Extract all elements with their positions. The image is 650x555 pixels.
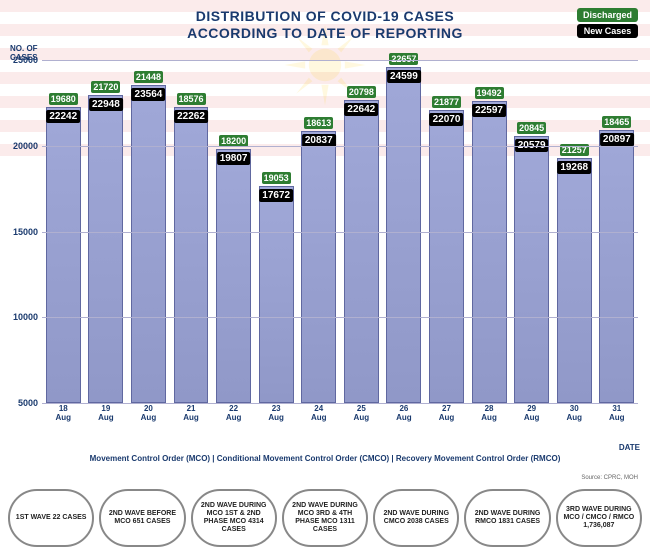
x-tick-label: 19Aug — [85, 405, 128, 425]
newcases-label: 23564 — [132, 88, 166, 101]
bar-wrap: 2125719268 — [553, 144, 596, 403]
chart-title: DISTRIBUTION OF COVID-19 CASESACCORDING … — [0, 0, 650, 44]
bar-wrap: 20845 20579 — [510, 122, 553, 403]
bar: 17672 — [259, 186, 294, 403]
bar: 20897 — [599, 130, 634, 403]
bar-wrap: 21448 23564 — [127, 71, 170, 403]
x-tick-label: 27Aug — [425, 405, 468, 425]
x-tick-label: 22Aug — [212, 405, 255, 425]
y-tick-label: 10000 — [6, 312, 38, 322]
grid-line — [42, 232, 638, 233]
grid-line — [42, 146, 638, 147]
discharged-label: 21720 — [91, 81, 120, 93]
wave-pill: 2ND WAVE DURING RMCO 1831 CASES — [464, 489, 550, 547]
y-tick-label: 15000 — [6, 227, 38, 237]
bar: 19807 — [216, 149, 251, 403]
bar: 23564 — [131, 85, 166, 403]
x-tick-label: 28Aug — [468, 405, 511, 425]
mco-legend-line: Movement Control Order (MCO) | Condition… — [0, 450, 650, 467]
discharged-label: 20798 — [347, 86, 376, 98]
wave-pill: 2ND WAVE DURING MCO 1ST & 2ND PHASE MCO … — [191, 489, 277, 547]
bar: 22262 — [174, 107, 209, 403]
discharged-label: 19680 — [49, 93, 78, 105]
chart-container: DISTRIBUTION OF COVID-19 CASESACCORDING … — [0, 0, 650, 555]
legend: Discharged New Cases — [577, 8, 638, 40]
discharged-label: 19053 — [262, 172, 291, 184]
newcases-label: 17672 — [259, 189, 293, 202]
newcases-label: 22597 — [472, 104, 506, 117]
newcases-label: 24599 — [387, 70, 421, 83]
bar: 24599 — [386, 67, 421, 403]
discharged-label: 21877 — [432, 96, 461, 108]
bar: 22948 — [88, 95, 123, 403]
bar-wrap: 19053 17672 — [255, 172, 298, 403]
discharged-label: 21448 — [134, 71, 163, 83]
x-tick-label: 29Aug — [510, 405, 553, 425]
x-labels: 18Aug19Aug20Aug21Aug22Aug23Aug24Aug25Aug… — [42, 405, 638, 425]
wave-summary-row: 1ST WAVE 22 CASES2ND WAVE BEFORE MCO 651… — [8, 489, 642, 547]
chart-area: 19680 22242 21720 22948 21448 23564 18576 22262… — [42, 60, 638, 425]
bar-wrap: 18465 20897 — [596, 116, 639, 403]
newcases-label: 22070 — [430, 113, 464, 126]
newcases-label: 22948 — [89, 98, 123, 111]
bar-wrap: 22657 24599 — [383, 53, 426, 403]
source-text: Source: CPRC, MOH — [581, 475, 638, 481]
bar-wrap: 19492 22597 — [468, 87, 511, 403]
bar: 22070 — [429, 110, 464, 403]
newcases-label: 19268 — [557, 161, 591, 174]
x-tick-label: 18Aug — [42, 405, 85, 425]
x-tick-label: 30Aug — [553, 405, 596, 425]
bar-wrap: 19680 22242 — [42, 93, 85, 403]
bar: 20837 — [301, 131, 336, 403]
wave-pill: 1ST WAVE 22 CASES — [8, 489, 94, 547]
y-tick-label: 20000 — [6, 141, 38, 151]
wave-pill: 3RD WAVE DURING MCO / CMCO / RMCO 1,736,… — [556, 489, 642, 547]
x-tick-label: 20Aug — [127, 405, 170, 425]
bar-wrap: 21720 22948 — [85, 81, 128, 403]
title-line1: DISTRIBUTION OF COVID-19 CASES — [196, 8, 454, 24]
y-tick-label: 5000 — [6, 398, 38, 408]
bar: 20579 — [514, 136, 549, 403]
newcases-label: 22642 — [344, 103, 378, 116]
wave-pill: 2ND WAVE DURING CMCO 2038 CASES — [373, 489, 459, 547]
discharged-label: 18465 — [602, 116, 631, 128]
x-tick-label: 23Aug — [255, 405, 298, 425]
newcases-label: 19807 — [217, 152, 251, 165]
bar-wrap: 18576 22262 — [170, 93, 213, 403]
x-tick-label: 21Aug — [170, 405, 213, 425]
bar: 22242 — [46, 107, 81, 403]
x-tick-label: 25Aug — [340, 405, 383, 425]
discharged-label: 20845 — [517, 122, 546, 134]
x-tick-label: 31Aug — [596, 405, 639, 425]
wave-pill: 2ND WAVE DURING MCO 3RD & 4TH PHASE MCO … — [282, 489, 368, 547]
legend-discharged: Discharged — [577, 8, 638, 22]
x-tick-label: 26Aug — [383, 405, 426, 425]
newcases-label: 20897 — [600, 133, 634, 146]
bar-wrap: 20798 22642 — [340, 86, 383, 403]
bar: 19268 — [557, 158, 592, 403]
grid-line — [42, 60, 638, 61]
newcases-label: 22242 — [46, 110, 80, 123]
discharged-label: 22657 — [389, 53, 418, 65]
discharged-label: 19492 — [475, 87, 504, 99]
bar-wrap: 21877 22070 — [425, 96, 468, 403]
x-tick-label: 24Aug — [297, 405, 340, 425]
newcases-label: 22262 — [174, 110, 208, 123]
legend-newcases: New Cases — [577, 24, 638, 38]
bar-wrap: 18613 20837 — [297, 117, 340, 403]
title-line2: ACCORDING TO DATE OF REPORTING — [187, 25, 463, 41]
discharged-label: 18576 — [177, 93, 206, 105]
wave-pill: 2ND WAVE BEFORE MCO 651 CASES — [99, 489, 185, 547]
grid-line — [42, 403, 638, 404]
discharged-label: 18613 — [304, 117, 333, 129]
grid-line — [42, 317, 638, 318]
y-tick-label: 25000 — [6, 55, 38, 65]
bar-wrap: 1820019807 — [212, 135, 255, 403]
